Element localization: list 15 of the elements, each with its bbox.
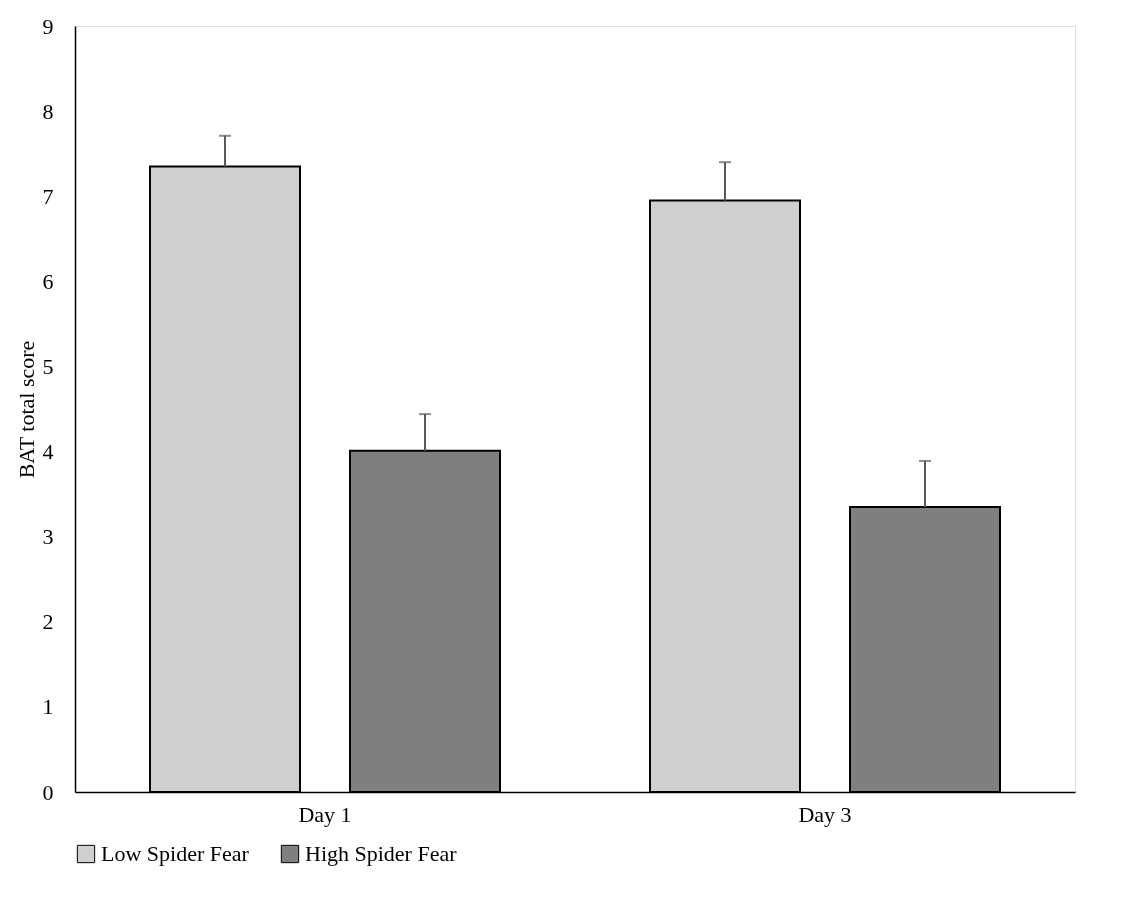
x-tick-label: Day 1 <box>298 801 352 827</box>
y-tick-label: 4 <box>42 439 54 465</box>
y-tick-label: 5 <box>42 353 54 379</box>
y-tick-label: 1 <box>42 694 54 720</box>
y-tick-label: 2 <box>42 609 54 635</box>
y-tick-label: 8 <box>42 98 54 124</box>
legend-label: Low Spider Fear <box>101 841 250 866</box>
x-tick-label: Day 3 <box>798 801 852 827</box>
y-tick-label: 9 <box>42 13 54 39</box>
y-tick-label: 0 <box>42 779 54 805</box>
y-tick-label: 7 <box>42 183 54 209</box>
y-tick-label: 3 <box>42 524 54 550</box>
y-tick-label: 6 <box>42 268 54 294</box>
legend-label: High Spider Fear <box>305 841 458 866</box>
y-axis-title: BAT total score <box>13 340 39 479</box>
